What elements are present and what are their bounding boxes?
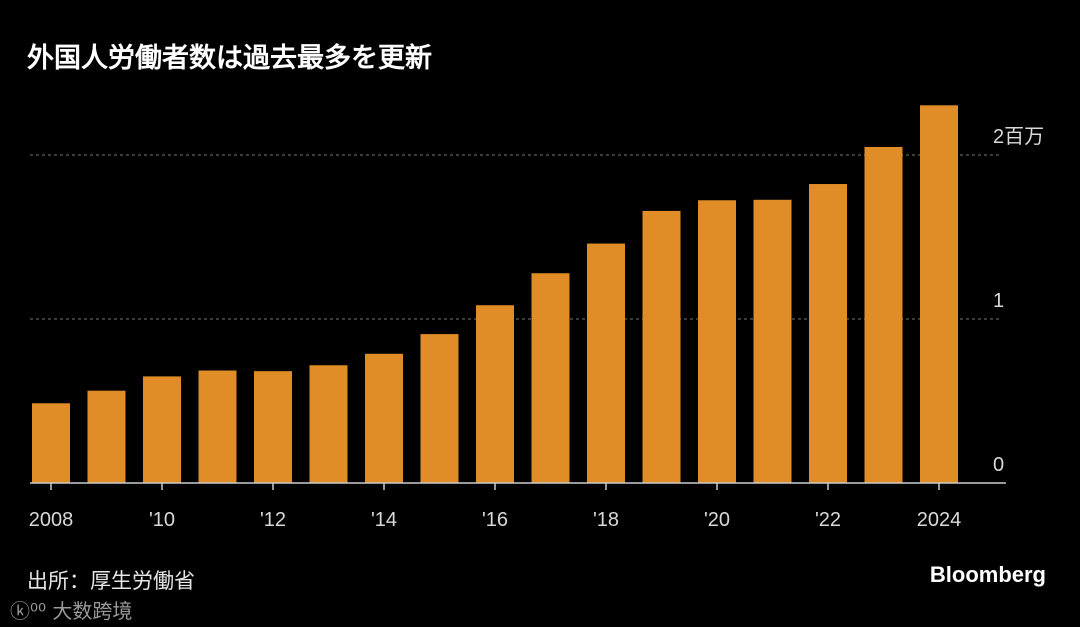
- bar-2014: [365, 353, 403, 483]
- y-tick-label: 0: [993, 454, 1004, 476]
- bar-2010: [143, 376, 181, 483]
- bar-2017: [531, 273, 570, 483]
- bar-2024: [920, 105, 958, 484]
- x-tick-label: '16: [482, 509, 508, 531]
- bar-2009: [87, 390, 126, 483]
- bar-2019: [642, 210, 681, 483]
- bloomberg-logo: Bloomberg: [929, 562, 1046, 587]
- x-tick-label: '10: [149, 509, 175, 531]
- bar-2020: [698, 200, 736, 483]
- bar-2022: [809, 184, 847, 483]
- bar-2018: [587, 243, 625, 483]
- bar-2015: [420, 334, 459, 483]
- bar-2021: [753, 199, 792, 483]
- bar-2011: [198, 370, 237, 483]
- bar-2023: [864, 146, 903, 484]
- watermark: ⓚ⁰⁰ 大数跨境: [10, 595, 132, 624]
- x-tick-label: 2008: [29, 509, 74, 531]
- bar-2008: [32, 403, 70, 483]
- y-tick-label: 2百万: [993, 126, 1044, 148]
- watermark-text: 大数跨境: [52, 599, 133, 623]
- watermark-logo-icon: ⓚ⁰⁰: [10, 599, 53, 623]
- x-tick-label: '14: [371, 509, 397, 531]
- bar-2013: [309, 365, 348, 483]
- source-note: 出所：厚生労働省: [27, 569, 195, 593]
- bar-2016: [476, 305, 514, 483]
- x-tick-label: '12: [260, 509, 286, 531]
- x-tick-label: '18: [593, 509, 619, 531]
- bar-2012: [254, 371, 292, 483]
- y-tick-label: 1: [993, 290, 1004, 312]
- x-tick-label: 2024: [917, 509, 962, 531]
- x-tick-label: '20: [704, 509, 730, 531]
- chart-title: 外国人労働者数は過去最多を更新: [27, 43, 432, 74]
- x-tick-label: '22: [815, 509, 841, 531]
